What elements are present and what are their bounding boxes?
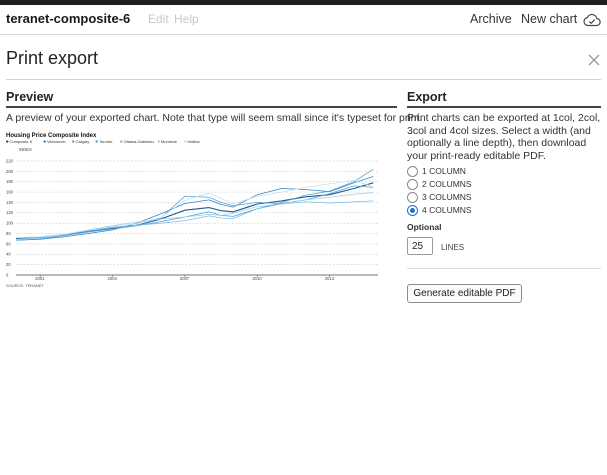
legend-label: Ottawa-Gatineau	[124, 139, 154, 144]
export-heading: Export	[407, 90, 447, 104]
modal-title: Print export	[6, 48, 99, 68]
legend-label: Montreal	[161, 139, 177, 144]
close-icon[interactable]	[588, 54, 600, 66]
legend-swatch	[43, 140, 46, 143]
y-tick-label: 40	[6, 252, 11, 257]
y-tick-label: 160	[6, 189, 14, 194]
y-tick-label: 220	[6, 158, 14, 163]
top-strip	[0, 0, 607, 5]
radio-label: 2 COLUMNS	[422, 179, 472, 189]
series-line	[15, 192, 374, 241]
series-line	[15, 182, 374, 240]
nav-archive-link[interactable]: Archive	[470, 12, 512, 26]
radio-label: 4 COLUMNS	[422, 205, 472, 215]
lines-unit-label: LINES	[441, 243, 465, 252]
series-line	[15, 179, 374, 239]
y-tick-label: 200	[6, 169, 14, 174]
cloud-check-icon[interactable]	[583, 13, 601, 27]
y-tick-label: 180	[6, 179, 14, 184]
x-tick-label: 2001	[35, 276, 45, 281]
legend-swatch	[95, 140, 98, 143]
radio-button[interactable]	[407, 179, 418, 190]
chart-title: Housing Price Composite Index	[6, 133, 97, 139]
title-divider	[6, 79, 601, 80]
optional-label: Optional	[407, 222, 442, 232]
series-line	[15, 168, 374, 241]
y-tick-label: 20	[6, 262, 11, 267]
y-tick-label: 60	[6, 241, 11, 246]
y-tick-label: 140	[6, 200, 14, 205]
y-tick-label: 100	[6, 221, 14, 226]
chart-name[interactable]: teranet-composite-6	[6, 11, 131, 26]
legend-label: Calgary	[76, 139, 90, 144]
legend-label: Halifax	[188, 139, 200, 144]
radio-label: 3 COLUMNS	[422, 192, 472, 202]
y-axis-label: INDEX	[19, 147, 32, 152]
series-line	[15, 176, 374, 241]
x-tick-label: 2010	[252, 276, 262, 281]
chart-series	[15, 168, 374, 241]
preview-heading: Preview	[6, 90, 54, 104]
legend-swatch	[120, 140, 123, 143]
generate-pdf-button[interactable]: Generate editable PDF	[407, 284, 522, 303]
legend-swatch	[6, 140, 9, 143]
legend-swatch	[184, 140, 187, 143]
x-tick-label: 2013	[325, 276, 335, 281]
radio-button[interactable]	[407, 192, 418, 203]
preview-description: A preview of your exported chart. Note t…	[6, 112, 423, 124]
export-heading-rule	[407, 106, 601, 108]
menu-edit[interactable]: Edit	[148, 12, 169, 26]
export-divider	[407, 268, 601, 269]
chart-preview: Housing Price Composite Index Composite …	[6, 133, 378, 288]
chart-source: SOURCE: TERANET	[6, 283, 44, 288]
series-line	[15, 185, 374, 241]
nav-new-chart-link[interactable]: New chart	[521, 12, 578, 26]
legend-label: Vancouver	[47, 139, 66, 144]
legend-label: Toronto	[99, 139, 113, 144]
radio-button[interactable]	[407, 205, 418, 216]
menu-help[interactable]: Help	[174, 12, 199, 26]
x-tick-label: 2007	[180, 276, 190, 281]
radio-button[interactable]	[407, 166, 418, 177]
legend-label: Composite 6	[10, 139, 33, 144]
app-header: teranet-composite-6 Edit Help Archive Ne…	[0, 5, 607, 35]
y-tick-label: 0	[6, 272, 9, 277]
y-tick-label: 120	[6, 210, 14, 215]
chart-legend: Composite 6 Vancouver Calgary Toronto Ottawa…	[6, 139, 200, 144]
legend-swatch	[72, 140, 75, 143]
x-tick-label: 2004	[108, 276, 118, 281]
x-axis: 2001 2004 2007 2010 2013	[35, 275, 335, 281]
y-axis: 0 20 40 60 80 100 120 140 160 180 200 220	[6, 158, 378, 277]
lines-depth-input[interactable]	[407, 237, 433, 255]
preview-heading-rule	[6, 106, 397, 108]
legend-swatch	[157, 140, 160, 143]
y-tick-label: 80	[6, 231, 11, 236]
export-description: Print charts can be exported at 1col, 2c…	[407, 112, 601, 162]
radio-label: 1 COLUMN	[422, 166, 466, 176]
